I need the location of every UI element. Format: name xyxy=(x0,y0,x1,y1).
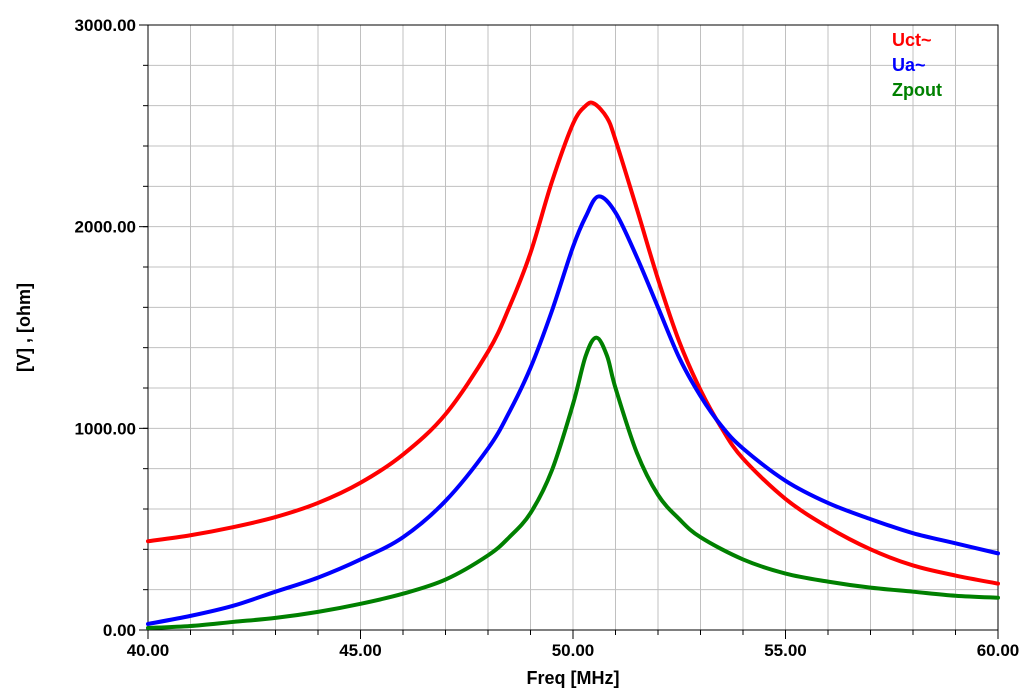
x-tick-label: 50.00 xyxy=(552,641,595,660)
series-lines xyxy=(146,100,1000,630)
x-tick-label: 45.00 xyxy=(339,641,382,660)
y-tick-label: 1000.00 xyxy=(75,419,136,438)
x-tick-label: 40.00 xyxy=(127,641,170,660)
legend-entry-zpout: Zpout xyxy=(892,80,942,100)
legend: Uct~ Ua~ Zpout xyxy=(892,30,942,100)
x-axis-title: Freq [MHz] xyxy=(527,668,620,688)
y-axis-title: [V] , [ohm] xyxy=(14,283,34,372)
y-tick-label: 3000.00 xyxy=(75,16,136,35)
x-tick-label: 55.00 xyxy=(764,641,807,660)
legend-entry-ua: Ua~ xyxy=(892,55,926,75)
legend-entry-uct: Uct~ xyxy=(892,30,932,50)
y-tick-label: 2000.00 xyxy=(75,218,136,237)
series-line-zpout xyxy=(146,335,1000,630)
x-tick-label: 60.00 xyxy=(977,641,1020,660)
grid xyxy=(148,25,998,630)
y-tick-label: 0.00 xyxy=(103,621,136,640)
series-line-uct xyxy=(146,100,1000,586)
axis-ticks: 40.00 45.00 50.00 55.00 60.00 0.00 1000.00 2000… xyxy=(75,16,1020,660)
series-line-ua xyxy=(146,194,1000,626)
